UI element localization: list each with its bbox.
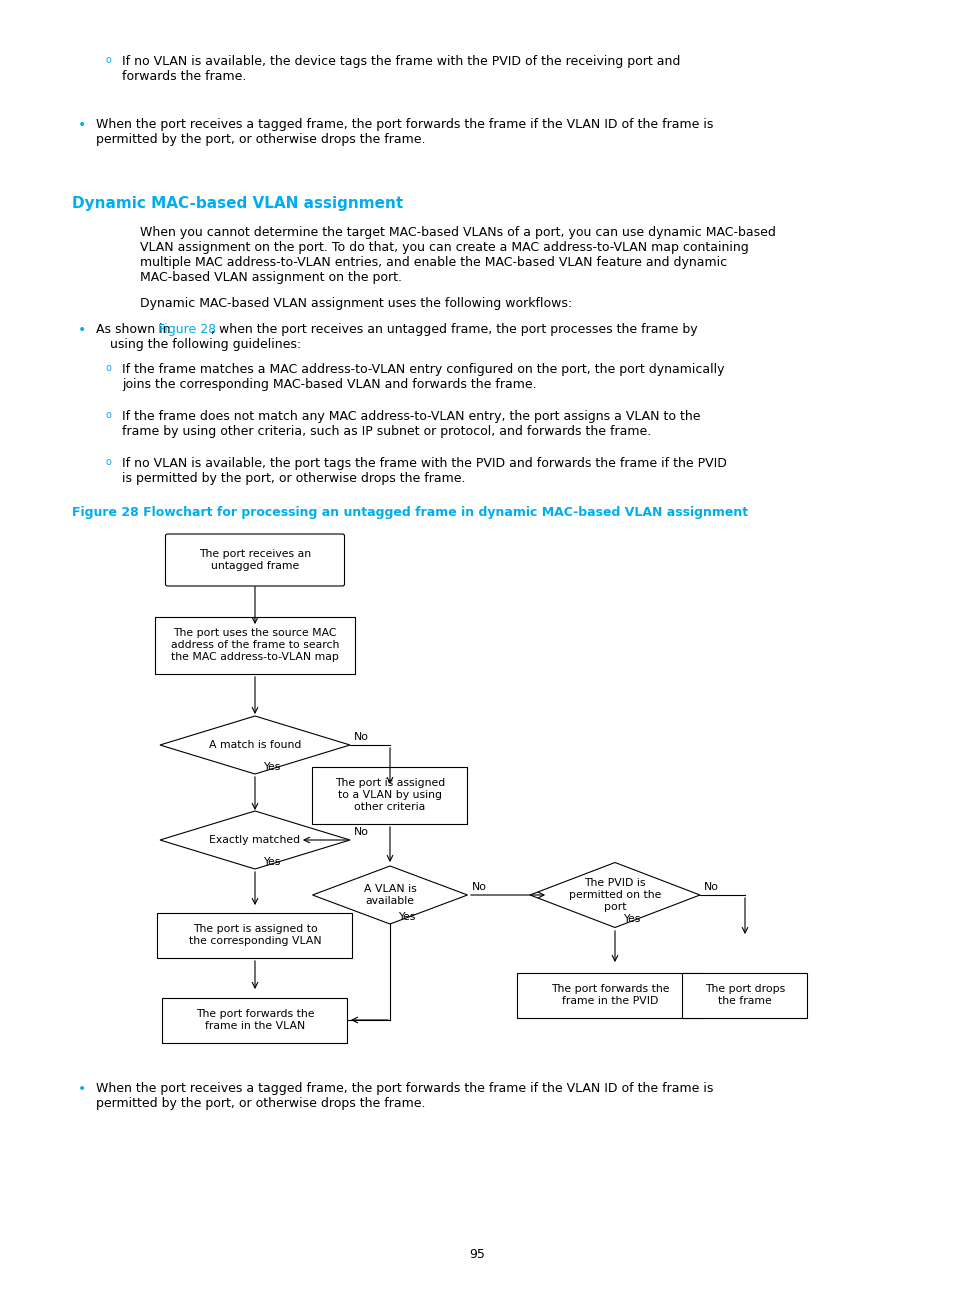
Text: The port is assigned to
the corresponding VLAN: The port is assigned to the correspondin… <box>189 924 321 946</box>
Text: When you cannot determine the target MAC-based VLANs of a port, you can use dyna: When you cannot determine the target MAC… <box>140 226 775 284</box>
Text: If no VLAN is available, the device tags the frame with the PVID of the receivin: If no VLAN is available, the device tags… <box>122 54 679 83</box>
Text: No: No <box>703 883 719 892</box>
Text: A VLAN is
available: A VLAN is available <box>363 884 416 906</box>
Text: Yes: Yes <box>263 857 280 867</box>
Text: Dynamic MAC-based VLAN assignment: Dynamic MAC-based VLAN assignment <box>71 196 403 211</box>
Text: Exactly matched: Exactly matched <box>210 835 300 845</box>
Text: The port receives an
untagged frame: The port receives an untagged frame <box>199 550 311 570</box>
Text: o: o <box>105 363 111 373</box>
Text: The port is assigned
to a VLAN by using
other criteria: The port is assigned to a VLAN by using … <box>335 779 445 811</box>
Text: Figure 28 Flowchart for processing an untagged frame in dynamic MAC-based VLAN a: Figure 28 Flowchart for processing an un… <box>71 505 747 518</box>
Text: •: • <box>78 118 86 132</box>
FancyBboxPatch shape <box>154 617 355 674</box>
Text: No: No <box>354 827 369 837</box>
Polygon shape <box>160 715 350 774</box>
Text: The port forwards the
frame in the PVID: The port forwards the frame in the PVID <box>550 984 669 1006</box>
Text: The port drops
the frame: The port drops the frame <box>704 984 784 1006</box>
Text: using the following guidelines:: using the following guidelines: <box>110 338 301 351</box>
Text: Yes: Yes <box>622 914 639 924</box>
Text: , when the port receives an untagged frame, the port processes the frame by: , when the port receives an untagged fra… <box>211 323 697 336</box>
Text: When the port receives a tagged frame, the port forwards the frame if the VLAN I: When the port receives a tagged frame, t… <box>96 1082 713 1109</box>
Text: The port uses the source MAC
address of the frame to search
the MAC address-to-V: The port uses the source MAC address of … <box>171 629 339 661</box>
FancyBboxPatch shape <box>165 534 344 586</box>
Text: Figure 28: Figure 28 <box>158 323 216 336</box>
Text: When the port receives a tagged frame, the port forwards the frame if the VLAN I: When the port receives a tagged frame, t… <box>96 118 713 146</box>
Text: If the frame matches a MAC address-to-VLAN entry configured on the port, the por: If the frame matches a MAC address-to-VL… <box>122 363 723 391</box>
Polygon shape <box>313 866 467 924</box>
Polygon shape <box>530 863 700 928</box>
Text: No: No <box>354 732 369 743</box>
Text: Yes: Yes <box>263 762 280 772</box>
Text: No: No <box>472 883 486 892</box>
FancyBboxPatch shape <box>313 766 467 823</box>
Text: Yes: Yes <box>397 912 415 921</box>
FancyBboxPatch shape <box>162 998 347 1042</box>
Text: A match is found: A match is found <box>209 740 301 750</box>
Text: o: o <box>105 457 111 467</box>
Text: If no VLAN is available, the port tags the frame with the PVID and forwards the : If no VLAN is available, the port tags t… <box>122 457 726 485</box>
Text: The port forwards the
frame in the VLAN: The port forwards the frame in the VLAN <box>195 1010 314 1030</box>
Polygon shape <box>160 811 350 870</box>
Text: The PVID is
permitted on the
port: The PVID is permitted on the port <box>568 879 660 911</box>
FancyBboxPatch shape <box>681 972 806 1017</box>
Text: o: o <box>105 410 111 420</box>
FancyBboxPatch shape <box>517 972 701 1017</box>
Text: o: o <box>105 54 111 65</box>
Text: If the frame does not match any MAC address-to-VLAN entry, the port assigns a VL: If the frame does not match any MAC addr… <box>122 410 700 438</box>
FancyBboxPatch shape <box>157 912 352 958</box>
Text: •: • <box>78 1082 86 1096</box>
Text: •: • <box>78 323 86 337</box>
Text: As shown in: As shown in <box>96 323 174 336</box>
Text: 95: 95 <box>469 1248 484 1261</box>
Text: Dynamic MAC-based VLAN assignment uses the following workflows:: Dynamic MAC-based VLAN assignment uses t… <box>140 297 572 310</box>
